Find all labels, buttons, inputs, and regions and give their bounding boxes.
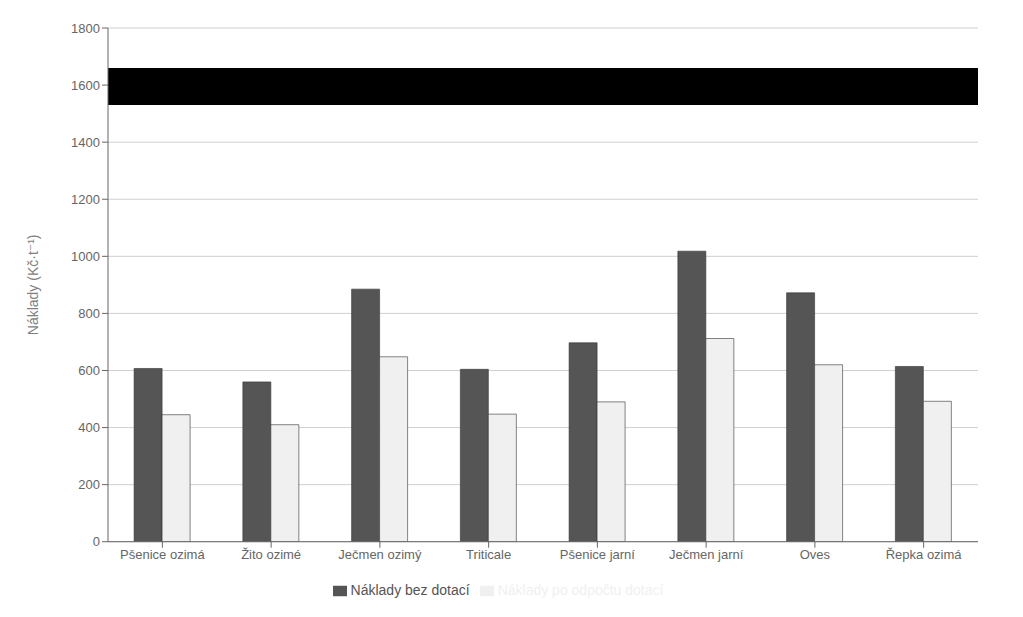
svg-text:400: 400 bbox=[78, 420, 100, 435]
html-text:Náklady bez dotací: Náklady bez dotací bbox=[350, 581, 470, 598]
svg-text:Náklady (Kč·t⁻¹): Náklady (Kč·t⁻¹) bbox=[25, 234, 41, 335]
svg-text:Žito ozimé: Žito ozimé bbox=[241, 547, 301, 562]
svg-text:Pšenice jarní: Pšenice jarní bbox=[560, 547, 636, 562]
svg-text:200: 200 bbox=[78, 477, 100, 492]
svg-text:1400: 1400 bbox=[71, 135, 100, 150]
svg-text:Pšenice ozimá: Pšenice ozimá bbox=[120, 547, 205, 562]
svg-text:800: 800 bbox=[78, 306, 100, 321]
svg-text:Ječmen ozimý: Ječmen ozimý bbox=[338, 547, 422, 562]
html-text:Náklady po odpočtu dotací: Náklady po odpočtu dotací bbox=[497, 581, 664, 598]
svg-text:600: 600 bbox=[78, 363, 100, 378]
svg-text:0: 0 bbox=[93, 534, 100, 549]
svg-text:Ječmen jarní: Ječmen jarní bbox=[669, 547, 744, 562]
svg-text:1000: 1000 bbox=[71, 249, 100, 264]
svg-text:Oves: Oves bbox=[800, 547, 831, 562]
svg-text:1600: 1600 bbox=[71, 78, 100, 93]
svg-text:Triticale: Triticale bbox=[466, 547, 511, 562]
svg-text:1200: 1200 bbox=[71, 192, 100, 207]
svg-text:Řepka ozimá: Řepka ozimá bbox=[886, 547, 963, 562]
svg-text:1800: 1800 bbox=[71, 21, 100, 36]
